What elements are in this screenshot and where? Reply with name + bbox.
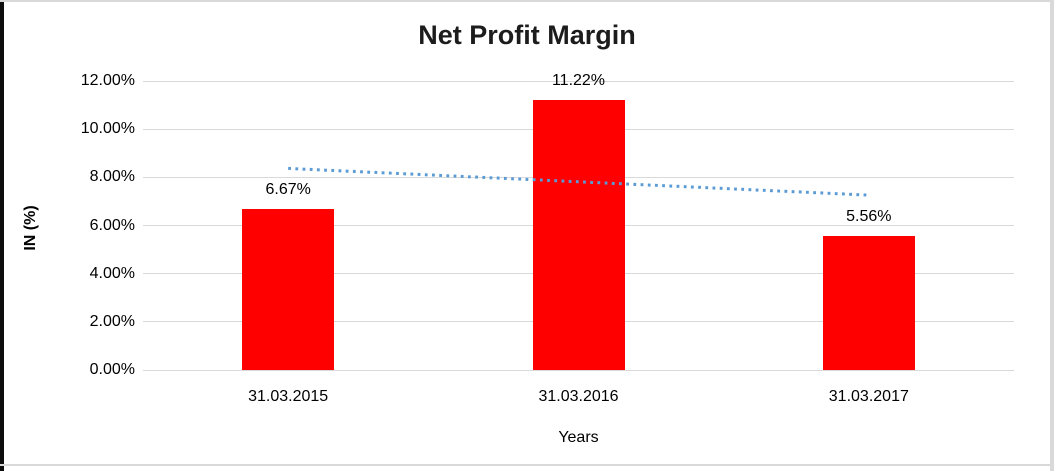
frame-border-top	[0, 0, 1054, 2]
bar	[532, 99, 625, 370]
y-tick-label: 2.00%	[89, 312, 135, 330]
frame-border-right	[1050, 0, 1054, 471]
bar	[242, 209, 335, 370]
bar-value-label: 5.56%	[846, 208, 892, 226]
gridline	[143, 369, 1014, 371]
bar-value-label: 11.22%	[551, 71, 606, 89]
gridline	[143, 80, 1014, 82]
x-axis-title: Years	[558, 429, 599, 446]
chart-title: Net Profit Margin	[418, 20, 636, 50]
y-tick-label: 10.00%	[80, 120, 135, 138]
bar-value-label: 6.67%	[265, 181, 311, 199]
bar	[822, 236, 915, 370]
y-tick-label: 8.00%	[89, 168, 135, 186]
trendline	[288, 166, 869, 197]
y-tick-label: 6.00%	[89, 216, 135, 234]
x-category-label: 31.03.2016	[538, 388, 619, 405]
y-tick-label: 0.00%	[89, 361, 135, 378]
plot-area: 6.67% 11.22% 5.56%	[143, 72, 1014, 371]
x-category-label: 31.03.2015	[248, 388, 329, 405]
frame-border-bottom	[0, 464, 1054, 466]
y-tick-label: 4.00%	[89, 264, 135, 282]
frame-border-left	[0, 0, 4, 471]
x-category-label: 31.03.2017	[828, 388, 909, 405]
y-tick-label: 12.00%	[80, 72, 135, 89]
